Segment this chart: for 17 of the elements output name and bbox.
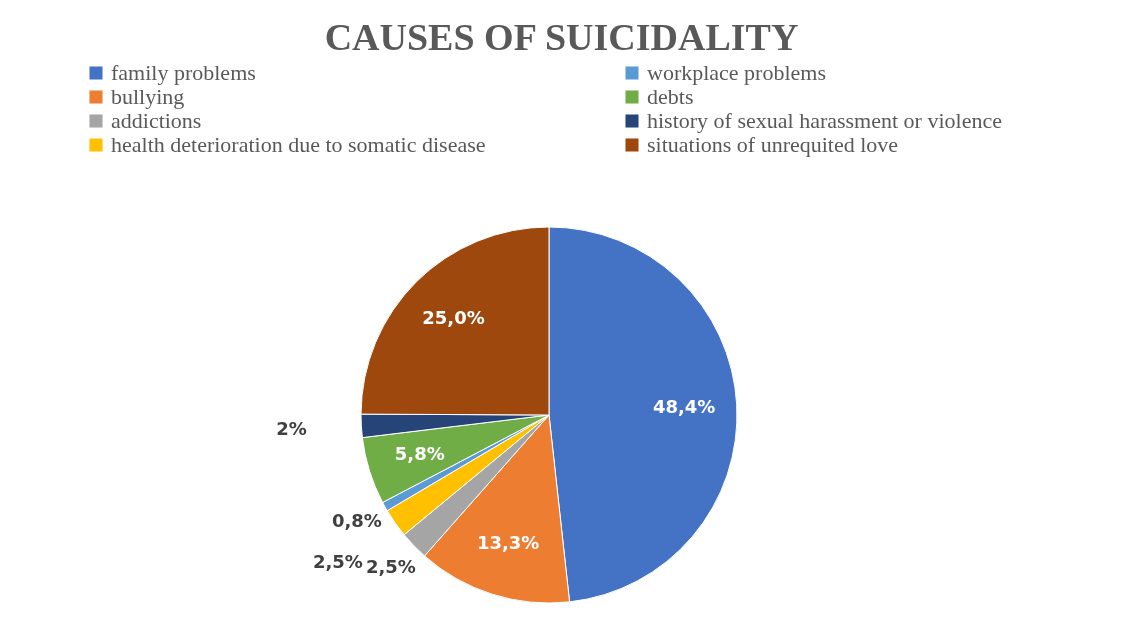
legend-label: bullying <box>111 84 185 109</box>
legend-label: workplace problems <box>647 60 826 85</box>
data-label: 2% <box>276 417 307 439</box>
legend-label: history of sexual harassment or violence <box>647 108 1002 133</box>
data-label: 2,5% <box>312 551 363 573</box>
data-label: 0,8% <box>331 510 382 532</box>
legend-label: situations of unrequited love <box>647 132 899 157</box>
legend-label: debts <box>647 84 694 109</box>
chart-title: CAUSES OF SUICIDALITY <box>324 16 799 58</box>
legend-label: health deterioration due to somatic disease <box>111 132 486 157</box>
data-label: 48,4% <box>652 395 716 417</box>
data-label: 25,0% <box>422 307 485 329</box>
legend-label: family problems <box>111 60 256 85</box>
data-label: 2,5% <box>365 555 416 577</box>
data-label: 5,8% <box>394 443 445 465</box>
legend-label: addictions <box>111 108 202 133</box>
data-label: 13,3% <box>476 532 540 554</box>
